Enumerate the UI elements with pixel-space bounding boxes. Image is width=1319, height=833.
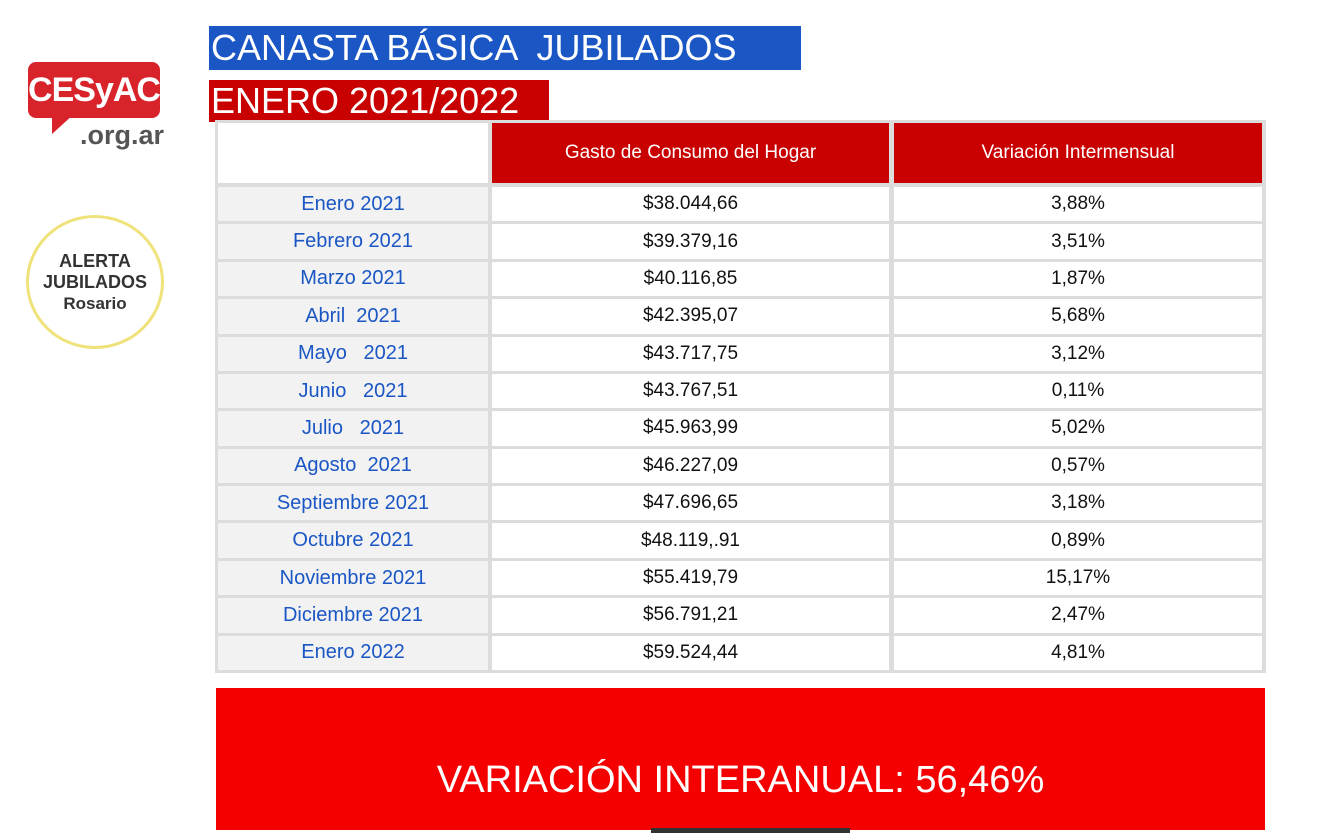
row-value: 2,47%: [894, 598, 1262, 633]
row-label: Julio 2021: [218, 411, 488, 446]
logo-domain: .org.ar: [80, 120, 165, 150]
table: Gasto de Consumo del Hogar Variación Inte…: [215, 120, 1266, 673]
row-value: 5,68%: [894, 299, 1262, 334]
logo: CESyAC: [28, 62, 161, 118]
row-label: Abril 2021: [218, 299, 488, 334]
row-value: $45.963,99: [492, 411, 889, 446]
row-value: $43.717,75: [492, 336, 889, 371]
row-value: $46.227,09: [492, 448, 889, 484]
row-label: Noviembre 2021: [218, 560, 488, 596]
row-label: Septiembre 2021: [218, 486, 488, 521]
badge-line: JUBILADOS: [42, 271, 147, 292]
column-header: Variación Intermensual: [894, 123, 1262, 183]
footer-banner: VARIACIÓN INTERANUAL: 56,46%: [216, 688, 1265, 830]
row-value: 15,17%: [894, 560, 1262, 596]
row-value: $40.116,85: [492, 261, 889, 297]
badge-line: ALERTA: [59, 250, 131, 271]
row-value: $38.044,66: [492, 187, 889, 222]
row-value: $55.419,79: [492, 560, 889, 596]
row-value: 0,89%: [894, 523, 1262, 558]
row-label: Diciembre 2021: [218, 598, 488, 633]
row-value: $43.767,51: [492, 373, 889, 409]
row-value: 3,18%: [894, 486, 1262, 521]
logo-tail: [52, 114, 74, 134]
row-value: 3,51%: [894, 224, 1262, 259]
row-label: Enero 2022: [218, 635, 488, 670]
row-label: Agosto 2021: [218, 448, 488, 484]
row-value: $56.791,21: [492, 598, 889, 633]
subtitle: ENERO 2021/2022: [209, 80, 549, 122]
row-value: 3,12%: [894, 336, 1262, 371]
row-label: Octubre 2021: [218, 523, 488, 558]
row-label: Mayo 2021: [218, 336, 488, 371]
row-value: $48.119,.91: [492, 523, 889, 558]
title: CANASTA BÁSICA JUBILADOS: [209, 26, 801, 70]
badge-line: Rosario: [63, 293, 127, 313]
row-value: 0,57%: [894, 448, 1262, 484]
row-value: $39.379,16: [492, 224, 889, 259]
row-value: $42.395,07: [492, 299, 889, 334]
row-value: 5,02%: [894, 411, 1262, 446]
row-label: Junio 2021: [218, 373, 488, 409]
bottom-bar: [651, 828, 850, 833]
row-label: Marzo 2021: [218, 261, 488, 297]
header-blank: [218, 123, 488, 183]
badge: ALERTA JUBILADOS Rosario: [26, 215, 164, 349]
row-value: $59.524,44: [492, 635, 889, 670]
row-value: 0,11%: [894, 373, 1262, 409]
row-value: $47.696,65: [492, 486, 889, 521]
row-value: 1,87%: [894, 261, 1262, 297]
column-header: Gasto de Consumo del Hogar: [492, 123, 889, 183]
row-value: 4,81%: [894, 635, 1262, 670]
row-label: Enero 2021: [218, 187, 488, 222]
row-value: 3,88%: [894, 187, 1262, 222]
row-label: Febrero 2021: [218, 224, 488, 259]
